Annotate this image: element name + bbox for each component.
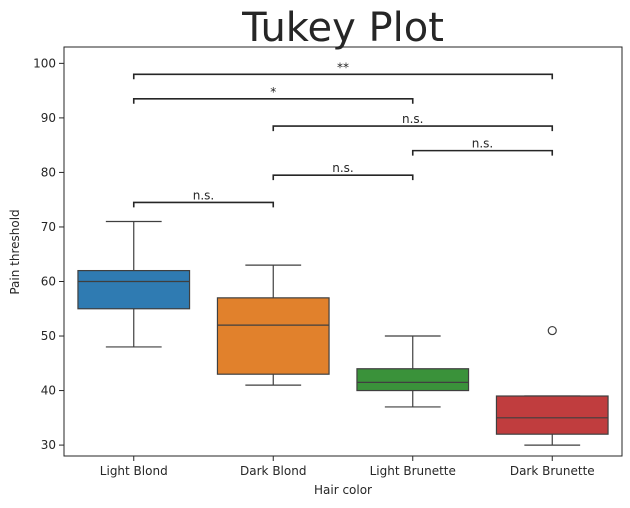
chart-title: Tukey Plot bbox=[241, 5, 444, 51]
significance-bracket bbox=[272, 125, 554, 132]
significance-label: n.s. bbox=[402, 112, 424, 126]
axes-frame bbox=[63, 46, 623, 457]
significance-label: n.s. bbox=[193, 188, 215, 202]
y-tick-label: 70 bbox=[41, 220, 56, 234]
x-tick-label: Light Brunette bbox=[370, 464, 456, 478]
significance-label: * bbox=[270, 85, 276, 99]
box-3 bbox=[356, 368, 470, 392]
significance-bracket bbox=[132, 98, 414, 104]
x-axis-label: Hair color bbox=[314, 483, 372, 497]
box-4 bbox=[495, 395, 609, 435]
significance-label: ** bbox=[337, 60, 349, 74]
box-1 bbox=[77, 269, 191, 310]
significance-bracket bbox=[411, 149, 554, 156]
y-tick-label: 90 bbox=[41, 111, 56, 125]
plot-area: 30 40 50 60 70 80 90 100 Light Blond Dark Blond Li… bbox=[33, 46, 623, 478]
y-tick-label: 40 bbox=[41, 384, 56, 398]
x-tick-label: Dark Brunette bbox=[510, 464, 595, 478]
x-tick-label: Light Blond bbox=[100, 464, 168, 478]
significance-label: n.s. bbox=[472, 137, 494, 151]
x-tick-label: Dark Blond bbox=[240, 464, 306, 478]
y-tick-label: 100 bbox=[33, 56, 56, 70]
y-tick-label: 80 bbox=[41, 165, 56, 179]
y-tick-label: 50 bbox=[41, 329, 56, 343]
box-2 bbox=[216, 297, 330, 375]
outlier-point bbox=[547, 325, 557, 336]
significance-label: n.s. bbox=[332, 161, 354, 175]
y-axis-label: Pain threshold bbox=[8, 209, 22, 294]
significance-bracket bbox=[132, 201, 275, 208]
significance-bracket bbox=[272, 174, 414, 181]
y-tick-label: 60 bbox=[41, 274, 56, 288]
y-tick-label: 30 bbox=[41, 438, 56, 452]
significance-bracket bbox=[132, 73, 554, 80]
